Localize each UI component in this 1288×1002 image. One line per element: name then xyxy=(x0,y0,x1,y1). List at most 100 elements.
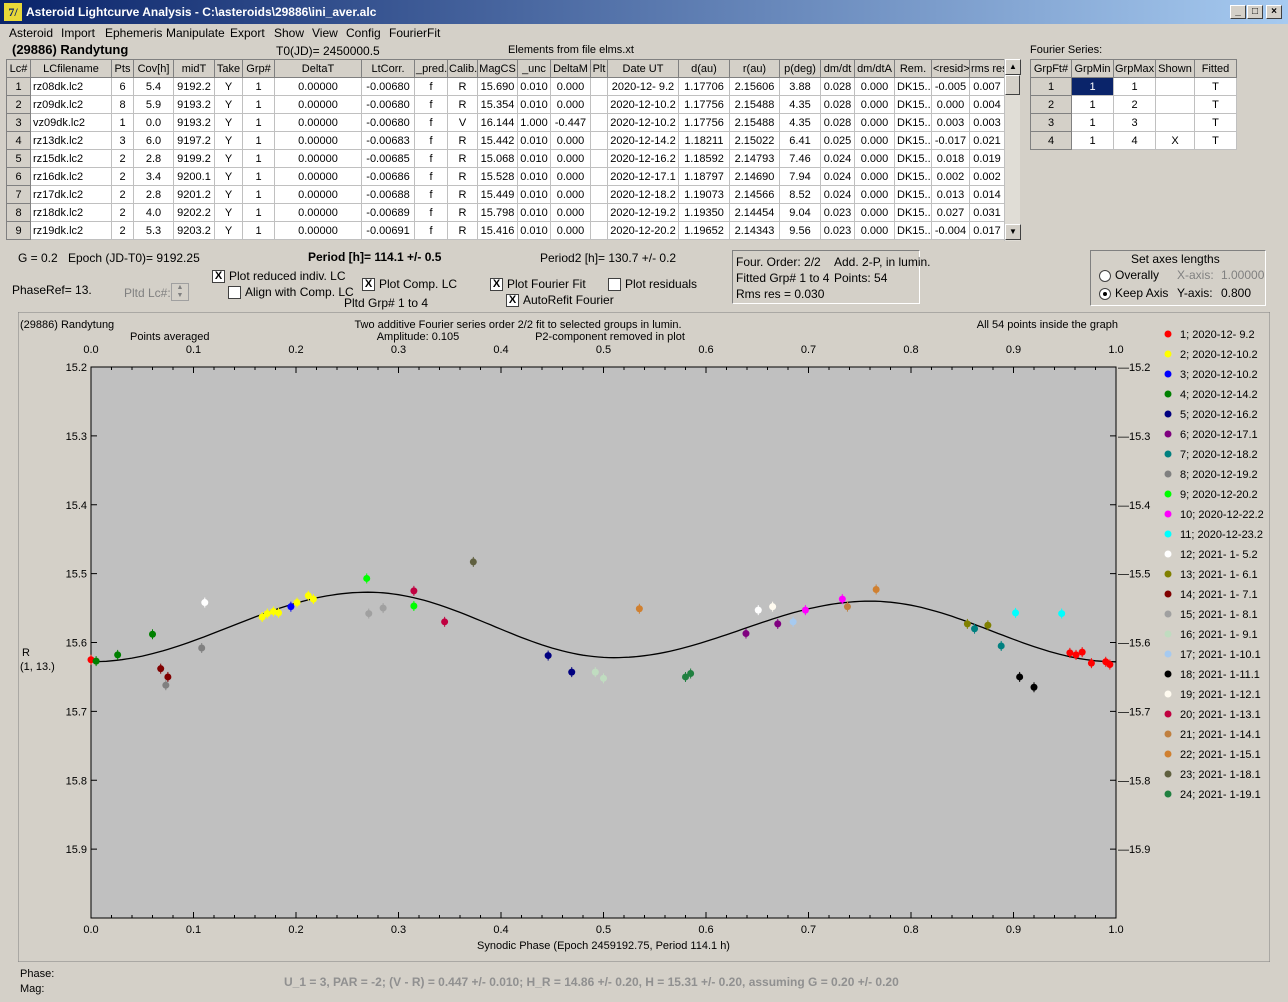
lc-header[interactable]: Lc# xyxy=(6,59,31,78)
lc-cell[interactable]: 6 xyxy=(6,167,31,186)
lc-cell[interactable]: 0.000 xyxy=(854,221,895,240)
table-row[interactable]: 8 rz18dk.lc2 2 4.0 9202.2 Y 1 0.00000 -0.00689 f R… xyxy=(6,203,1005,222)
lc-cell[interactable]: R xyxy=(447,221,478,240)
lc-cell[interactable]: Y xyxy=(214,167,243,186)
lc-cell[interactable]: 0.00000 xyxy=(274,203,362,222)
lc-cell[interactable]: 4 xyxy=(6,131,31,150)
lc-header[interactable]: Cov[h] xyxy=(133,59,174,78)
lc-cell[interactable]: 0.019 xyxy=(969,149,1005,168)
lc-cell[interactable]: 9203.2 xyxy=(173,221,215,240)
lc-cell[interactable]: rz16dk.lc2 xyxy=(30,167,112,186)
lc-cell[interactable]: 0.028 xyxy=(820,95,855,114)
lightcurve-chart[interactable]: (29886) Randytung Points averaged Two addi… xyxy=(18,312,1270,962)
lc-cell[interactable]: 0.002 xyxy=(931,167,970,186)
lc-cell[interactable]: rz19dk.lc2 xyxy=(30,221,112,240)
lc-cell[interactable]: rz15dk.lc2 xyxy=(30,149,112,168)
lc-cell[interactable]: 0.000 xyxy=(550,149,591,168)
lc-cell[interactable] xyxy=(590,131,608,150)
lc-header[interactable]: midT xyxy=(173,59,215,78)
lc-cell[interactable]: 7.94 xyxy=(779,167,821,186)
lc-cell[interactable]: 1.17756 xyxy=(678,95,730,114)
lc-cell[interactable]: f xyxy=(414,185,448,204)
yaxis-value[interactable]: 0.800 xyxy=(1221,286,1252,300)
lc-cell[interactable]: 8 xyxy=(6,203,31,222)
lc-cell[interactable]: 1.17706 xyxy=(678,77,730,96)
ft-cell[interactable]: 1 xyxy=(1071,95,1114,114)
lc-cell[interactable]: vz09dk.lc2 xyxy=(30,113,112,132)
lc-cell[interactable]: 0.021 xyxy=(969,131,1005,150)
lc-cell[interactable]: 0.00000 xyxy=(274,221,362,240)
lc-cell[interactable]: rz17dk.lc2 xyxy=(30,185,112,204)
lc-cell[interactable]: 0.00000 xyxy=(274,185,362,204)
lc-cell[interactable]: 2020-12-19.2 xyxy=(607,203,679,222)
lc-cell[interactable]: 15.442 xyxy=(477,131,518,150)
lc-cell[interactable]: 2020-12-18.2 xyxy=(607,185,679,204)
lc-cell[interactable]: 0.013 xyxy=(931,185,970,204)
lc-cell[interactable]: 2.15606 xyxy=(729,77,780,96)
lc-cell[interactable]: 6.0 xyxy=(133,131,174,150)
ft-header[interactable]: Shown xyxy=(1155,59,1195,78)
lc-cell[interactable]: DK15.. xyxy=(894,95,932,114)
xaxis-value[interactable]: 1.00000 xyxy=(1221,268,1265,282)
lc-cell[interactable]: 3 xyxy=(6,113,31,132)
lc-header[interactable]: DeltaT xyxy=(274,59,362,78)
lc-cell[interactable]: 9199.2 xyxy=(173,149,215,168)
lc-cell[interactable]: DK15.. xyxy=(894,185,932,204)
lc-cell[interactable]: 0.000 xyxy=(854,113,895,132)
lc-cell[interactable]: 2.8 xyxy=(133,149,174,168)
lc-cell[interactable]: DK15.. xyxy=(894,221,932,240)
table-row[interactable]: 9 rz19dk.lc2 2 5.3 9203.2 Y 1 0.00000 -0.00691 f R… xyxy=(6,221,1005,240)
lc-cell[interactable]: 0.007 xyxy=(969,77,1005,96)
lc-cell[interactable]: 2 xyxy=(111,185,134,204)
lc-header[interactable]: DeltaM xyxy=(550,59,591,78)
lc-cell[interactable]: R xyxy=(447,203,478,222)
ft-cell[interactable]: T xyxy=(1194,113,1237,132)
lc-header[interactable]: dm/dtA xyxy=(854,59,895,78)
menu-export[interactable]: Export xyxy=(230,26,265,40)
lc-header[interactable]: _pred. xyxy=(414,59,448,78)
lc-header[interactable]: LCfilename xyxy=(30,59,112,78)
lc-cell[interactable]: 0.003 xyxy=(931,113,970,132)
lc-cell[interactable]: 0.010 xyxy=(517,149,551,168)
lc-cell[interactable]: 0.000 xyxy=(854,95,895,114)
lc-cell[interactable]: 0.024 xyxy=(820,185,855,204)
lc-cell[interactable]: 0.000 xyxy=(550,131,591,150)
ft-cell[interactable]: T xyxy=(1194,131,1237,150)
lc-cell[interactable]: Y xyxy=(214,185,243,204)
lc-cell[interactable]: 5 xyxy=(6,149,31,168)
lc-cell[interactable]: 2.8 xyxy=(133,185,174,204)
lc-cell[interactable]: 15.354 xyxy=(477,95,518,114)
menu-fourierfit[interactable]: FourierFit xyxy=(389,26,441,40)
menu-asteroid[interactable]: Asteroid xyxy=(9,26,54,40)
lc-cell[interactable]: -0.00683 xyxy=(361,131,415,150)
lc-cell[interactable]: 1 xyxy=(242,167,275,186)
lc-cell[interactable]: 2020-12-20.2 xyxy=(607,221,679,240)
table-scrollbar[interactable]: ▲ ▼ xyxy=(1004,59,1021,241)
table-row[interactable]: 4 rz13dk.lc2 3 6.0 9197.2 Y 1 0.00000 -0.00683 f R… xyxy=(6,131,1005,150)
lc-cell[interactable]: 2.14793 xyxy=(729,149,780,168)
lc-cell[interactable]: V xyxy=(447,113,478,132)
lc-cell[interactable]: 1.18797 xyxy=(678,167,730,186)
lc-cell[interactable]: f xyxy=(414,131,448,150)
lc-cell[interactable]: 0.000 xyxy=(550,167,591,186)
lc-cell[interactable]: 0.004 xyxy=(969,95,1005,114)
lc-cell[interactable]: 5.4 xyxy=(133,77,174,96)
lc-cell[interactable]: 0.00000 xyxy=(274,113,362,132)
pltd-lc-spinner[interactable]: ▲ ▼ xyxy=(171,283,189,301)
ft-cell[interactable]: 2 xyxy=(1030,95,1072,114)
lc-cell[interactable]: -0.00680 xyxy=(361,95,415,114)
lc-cell[interactable]: 5.3 xyxy=(133,221,174,240)
lc-cell[interactable]: 0.003 xyxy=(969,113,1005,132)
ft-cell[interactable]: 4 xyxy=(1030,131,1072,150)
autorefit-checkbox[interactable]: X AutoRefit Fourier xyxy=(506,293,614,308)
lc-cell[interactable]: 9200.1 xyxy=(173,167,215,186)
table-row[interactable]: 7 rz17dk.lc2 2 2.8 9201.2 Y 1 0.00000 -0.00688 f R… xyxy=(6,185,1005,204)
lc-cell[interactable]: f xyxy=(414,95,448,114)
plot-fourier-checkbox[interactable]: X Plot Fourier Fit xyxy=(490,277,586,292)
lc-cell[interactable]: 9197.2 xyxy=(173,131,215,150)
lc-cell[interactable]: R xyxy=(447,149,478,168)
